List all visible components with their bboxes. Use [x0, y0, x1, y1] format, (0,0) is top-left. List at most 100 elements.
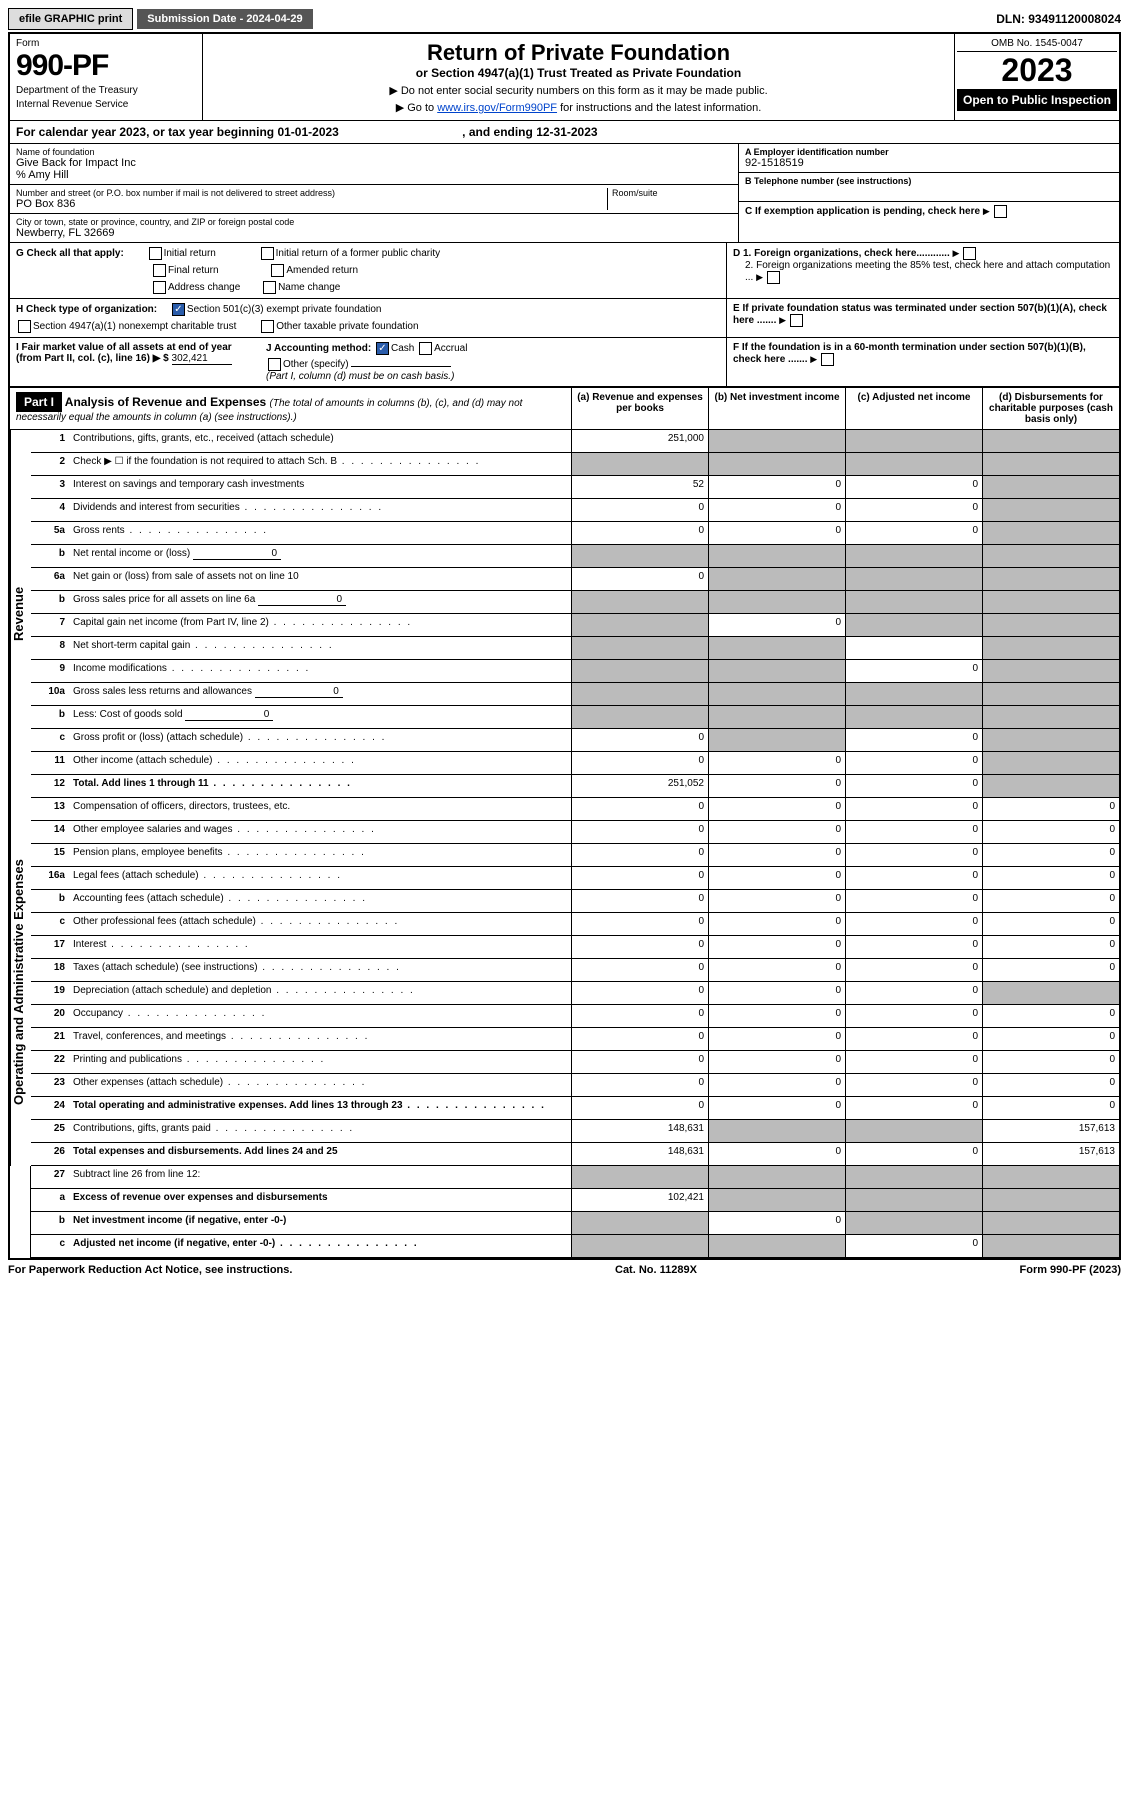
line-19: 19 Depreciation (attach schedule) and de…: [31, 982, 1119, 1005]
paperwork-notice: For Paperwork Reduction Act Notice, see …: [8, 1264, 292, 1276]
identity-grid: Name of foundationGive Back for Impact I…: [10, 144, 1119, 243]
line-24: 24 Total operating and administrative ex…: [31, 1097, 1119, 1120]
form-header: Form 990-PF Department of the Treasury I…: [10, 34, 1119, 121]
j-other-check[interactable]: [268, 358, 281, 371]
line27-section: 27 Subtract line 26 from line 12: a Exce…: [10, 1166, 1119, 1258]
line-5a: 5a Gross rents 0 0 0: [31, 522, 1119, 545]
line-12: 12 Total. Add lines 1 through 11 251,052…: [31, 775, 1119, 798]
d1-label: D 1. Foreign organizations, check here..…: [733, 248, 950, 259]
g-initial-former-check[interactable]: [261, 247, 274, 260]
revenue-section: Revenue 1 Contributions, gifts, grants, …: [10, 430, 1119, 798]
line-7: 7 Capital gain net income (from Part IV,…: [31, 614, 1119, 637]
i-value: 302,421: [172, 353, 232, 365]
g-name-check[interactable]: [263, 281, 276, 294]
j-cash-check[interactable]: [376, 342, 389, 355]
col-b-header: (b) Net investment income: [708, 388, 845, 429]
line-2: 2 Check ▶ ☐ if the foundation is not req…: [31, 453, 1119, 476]
d2-checkbox[interactable]: [767, 271, 780, 284]
cat-no: Cat. No. 11289X: [615, 1264, 697, 1276]
line-3: 3 Interest on savings and temporary cash…: [31, 476, 1119, 499]
calendar-year-row: For calendar year 2023, or tax year begi…: [10, 121, 1119, 144]
line-22: 22 Printing and publications 0 0 0 0: [31, 1051, 1119, 1074]
c-label: C If exemption application is pending, c…: [745, 206, 980, 217]
g-initial-check[interactable]: [149, 247, 162, 260]
e-checkbox[interactable]: [790, 314, 803, 327]
g-h-row: G Check all that apply: Initial return I…: [10, 243, 1119, 299]
part1-title: Analysis of Revenue and Expenses: [65, 395, 270, 409]
line-21: 21 Travel, conferences, and meetings 0 0…: [31, 1028, 1119, 1051]
submission-date: Submission Date - 2024-04-29: [137, 9, 312, 29]
line-25: 25 Contributions, gifts, grants paid 148…: [31, 1120, 1119, 1143]
f-checkbox[interactable]: [821, 353, 834, 366]
form-subtitle: or Section 4947(a)(1) Trust Treated as P…: [209, 66, 948, 80]
col-a-header: (a) Revenue and expenses per books: [571, 388, 708, 429]
irs-label: Internal Revenue Service: [16, 99, 196, 111]
omb-number: OMB No. 1545-0047: [957, 36, 1117, 52]
j-label: J Accounting method:: [266, 343, 371, 354]
line-8: 8 Net short-term capital gain: [31, 637, 1119, 660]
dept-treasury: Department of the Treasury: [16, 85, 196, 97]
g-address-check[interactable]: [153, 281, 166, 294]
col-d-header: (d) Disbursements for charitable purpose…: [982, 388, 1119, 429]
addr-label: Number and street (or P.O. box number if…: [16, 188, 607, 198]
revenue-side-label: Revenue: [10, 430, 31, 798]
form-number: 990-PF: [16, 49, 196, 83]
goto-note: ▶ Go to www.irs.gov/Form990PF for instru…: [209, 101, 948, 114]
line-26: 26 Total expenses and disbursements. Add…: [31, 1143, 1119, 1166]
line-16a: 16a Legal fees (attach schedule) 0 0 0 0: [31, 867, 1119, 890]
form-ref: Form 990-PF (2023): [1020, 1264, 1121, 1276]
line-11: 11 Other income (attach schedule) 0 0 0: [31, 752, 1119, 775]
name-label: Name of foundation: [16, 147, 732, 157]
d2-label: 2. Foreign organizations meeting the 85%…: [745, 260, 1110, 283]
g-label: G Check all that apply:: [16, 248, 124, 259]
room-label: Room/suite: [612, 188, 732, 198]
d1-checkbox[interactable]: [963, 247, 976, 260]
line-c: c Gross profit or (loss) (attach schedul…: [31, 729, 1119, 752]
h-501c3-check[interactable]: [172, 303, 185, 316]
expenses-side-label: Operating and Administrative Expenses: [10, 798, 31, 1166]
c-checkbox[interactable]: [994, 205, 1007, 218]
line-b: b Accounting fees (attach schedule) 0 0 …: [31, 890, 1119, 913]
line-a: a Excess of revenue over expenses and di…: [31, 1189, 1119, 1212]
line-20: 20 Occupancy 0 0 0 0: [31, 1005, 1119, 1028]
line-27: 27 Subtract line 26 from line 12:: [31, 1166, 1119, 1189]
address: PO Box 836: [16, 198, 607, 210]
line-c: c Adjusted net income (if negative, ente…: [31, 1235, 1119, 1258]
form-title: Return of Private Foundation: [209, 40, 948, 66]
ssn-note: ▶ Do not enter social security numbers o…: [209, 84, 948, 97]
tel-label: B Telephone number (see instructions): [745, 176, 1113, 186]
j-accrual-check[interactable]: [419, 342, 432, 355]
line-18: 18 Taxes (attach schedule) (see instruct…: [31, 959, 1119, 982]
form-label: Form: [16, 38, 196, 49]
line-4: 4 Dividends and interest from securities…: [31, 499, 1119, 522]
irs-link[interactable]: www.irs.gov/Form990PF: [437, 102, 557, 114]
line-6a: 6a Net gain or (loss) from sale of asset…: [31, 568, 1119, 591]
h-row: H Check type of organization: Section 50…: [10, 299, 1119, 338]
h-4947-check[interactable]: [18, 320, 31, 333]
expenses-section: Operating and Administrative Expenses 13…: [10, 798, 1119, 1166]
line-15: 15 Pension plans, employee benefits 0 0 …: [31, 844, 1119, 867]
efile-button[interactable]: efile GRAPHIC print: [8, 8, 133, 30]
city-label: City or town, state or province, country…: [16, 217, 732, 227]
part1-label: Part I: [16, 392, 62, 412]
line-9: 9 Income modifications 0: [31, 660, 1119, 683]
line-23: 23 Other expenses (attach schedule) 0 0 …: [31, 1074, 1119, 1097]
city: Newberry, FL 32669: [16, 227, 732, 239]
ein-label: A Employer identification number: [745, 147, 1113, 157]
h-label: H Check type of organization:: [16, 304, 157, 315]
h-other-check[interactable]: [261, 320, 274, 333]
line-10a: 10a Gross sales less returns and allowan…: [31, 683, 1119, 706]
form-container: Form 990-PF Department of the Treasury I…: [8, 32, 1121, 1260]
top-bar: efile GRAPHIC print Submission Date - 20…: [8, 8, 1121, 30]
page-footer: For Paperwork Reduction Act Notice, see …: [8, 1260, 1121, 1280]
foundation-name: Give Back for Impact Inc: [16, 157, 732, 169]
line-c: c Other professional fees (attach schedu…: [31, 913, 1119, 936]
g-amended-check[interactable]: [271, 264, 284, 277]
line-b: b Less: Cost of goods sold 0: [31, 706, 1119, 729]
open-public: Open to Public Inspection: [957, 89, 1117, 111]
i-j-row: I Fair market value of all assets at end…: [10, 338, 1119, 387]
line-b: b Gross sales price for all assets on li…: [31, 591, 1119, 614]
line-17: 17 Interest 0 0 0 0: [31, 936, 1119, 959]
g-final-check[interactable]: [153, 264, 166, 277]
line-b: b Net investment income (if negative, en…: [31, 1212, 1119, 1235]
